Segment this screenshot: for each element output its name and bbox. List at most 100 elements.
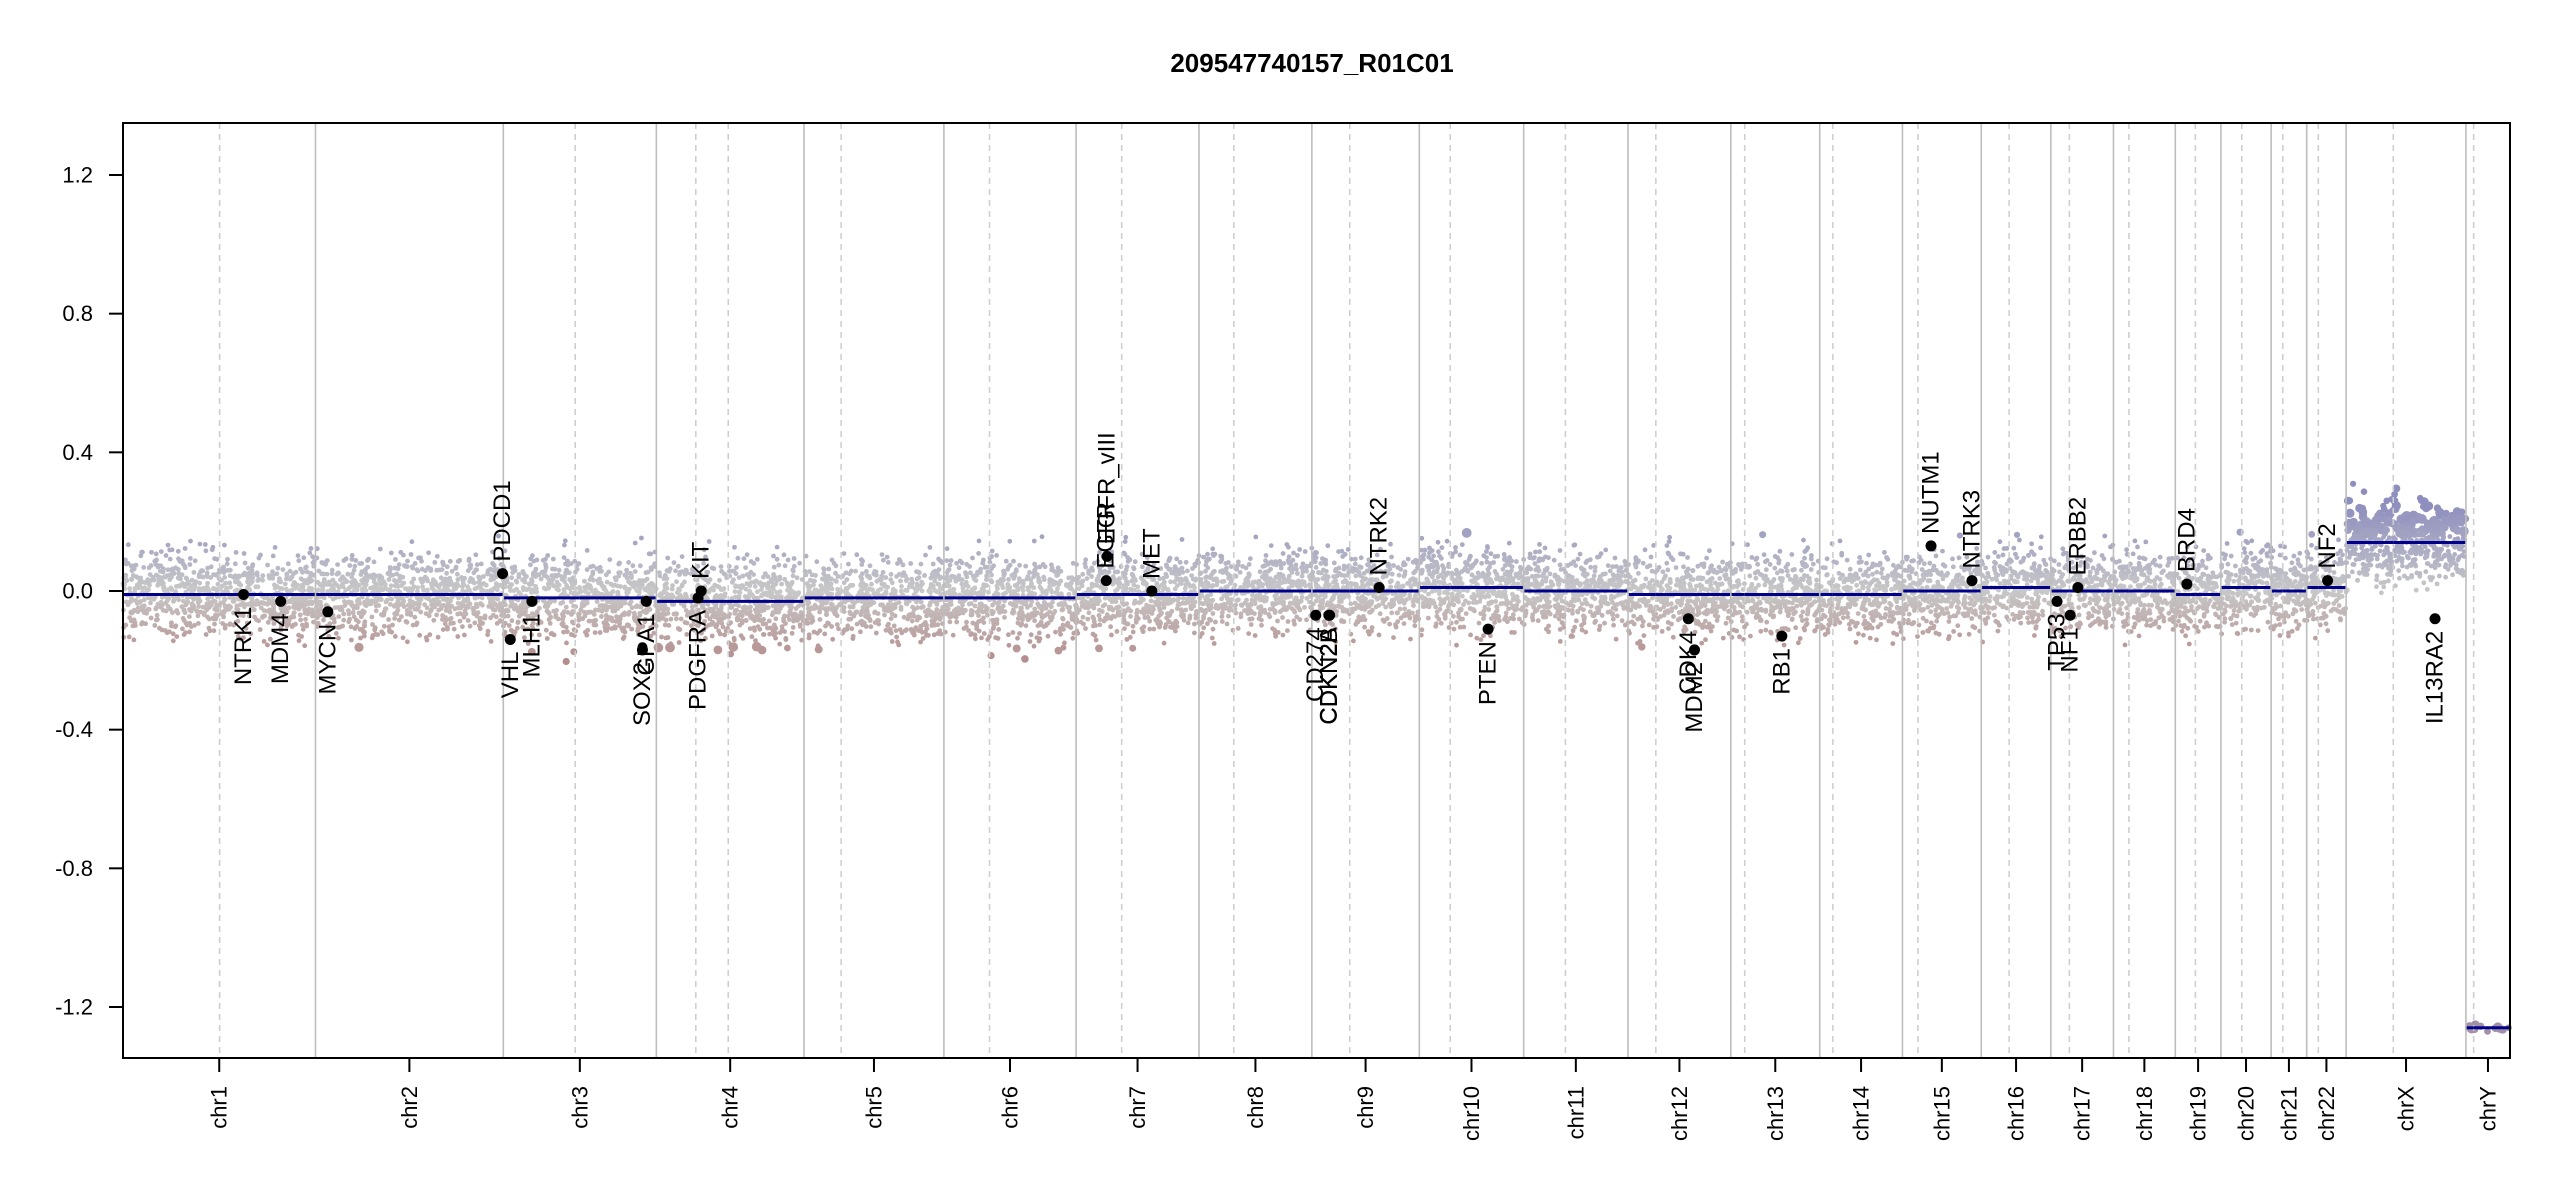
probe-point: [271, 621, 277, 626]
probe-point: [301, 578, 307, 583]
probe-point: [1124, 608, 1129, 613]
probe-point: [307, 607, 312, 613]
probe-point: [560, 623, 566, 629]
probe-point: [473, 567, 479, 573]
probe-point: [265, 601, 271, 606]
probe-point: [207, 628, 213, 634]
probe-point: [225, 567, 231, 573]
probe-point: [424, 588, 430, 594]
probe-point: [1129, 644, 1137, 652]
probe-point: [1027, 639, 1033, 644]
probe-point: [209, 547, 215, 553]
probe-point: [286, 605, 292, 611]
probe-point: [284, 573, 290, 578]
probe-point: [401, 552, 406, 558]
probe-point: [1025, 587, 1031, 593]
probe-point: [233, 550, 239, 555]
probe-point: [387, 570, 392, 575]
probe-point: [1066, 575, 1072, 581]
probe-point: [496, 605, 502, 611]
probe-point: [236, 581, 242, 587]
probe-point: [934, 571, 940, 576]
probe-point: [223, 580, 228, 586]
probe-point: [449, 568, 455, 574]
probe-point: [131, 607, 137, 613]
probe-point: [508, 603, 513, 609]
probe-point: [562, 657, 570, 666]
probe-point: [676, 640, 682, 645]
probe-point: [326, 579, 331, 585]
probe-point: [296, 638, 302, 644]
probe-point: [1013, 567, 1019, 573]
probe-point: [197, 580, 203, 586]
probe-point: [1039, 534, 1045, 540]
probe-point: [1025, 612, 1031, 618]
probe-point: [1145, 610, 1151, 615]
probe-point: [308, 595, 313, 600]
probe-point: [178, 582, 184, 588]
probe-point: [774, 544, 780, 550]
probe-point: [440, 627, 446, 632]
probe-point: [412, 561, 418, 566]
probe-point: [544, 600, 550, 606]
probe-point: [1091, 623, 1096, 629]
probe-point: [509, 575, 514, 581]
probe-point: [298, 617, 303, 623]
probe-point: [440, 559, 445, 565]
probe-point: [167, 556, 173, 562]
probe-point: [1183, 576, 1189, 581]
probe-point: [410, 599, 415, 605]
probe-point: [414, 606, 420, 612]
probe-point: [353, 558, 359, 563]
probe-point: [169, 547, 175, 553]
probe-point: [123, 572, 129, 578]
probe-point: [582, 578, 587, 584]
probe-point: [1021, 655, 1029, 663]
probe-point: [378, 574, 383, 579]
probe-point: [1015, 620, 1021, 626]
probe-point: [930, 561, 936, 567]
probe-point: [671, 560, 677, 565]
probe-point: [291, 580, 297, 585]
probe-point: [444, 564, 450, 570]
probe-point: [1172, 565, 1178, 571]
probe-point: [392, 588, 398, 594]
probe-point: [1274, 592, 1279, 597]
probe-point: [883, 575, 889, 580]
probe-point: [476, 574, 482, 580]
probe-point: [879, 552, 885, 557]
probe-point: [747, 626, 753, 631]
probe-point: [824, 609, 829, 614]
probe-point: [836, 626, 841, 632]
probe-point: [736, 603, 742, 609]
probe-point: [1077, 595, 1083, 601]
probe-point: [569, 612, 574, 617]
probe-point: [272, 545, 278, 550]
probe-point: [797, 622, 803, 628]
probe-point: [968, 608, 974, 613]
probe-point: [1130, 623, 1136, 629]
probe-point: [286, 615, 291, 621]
probe-point: [139, 620, 145, 625]
probe-point: [761, 632, 767, 637]
probe-point: [488, 573, 494, 579]
probe-point: [477, 626, 483, 632]
probe-point: [304, 623, 309, 629]
probe-point: [177, 573, 183, 578]
probe-point: [1194, 609, 1199, 614]
probe-point: [613, 619, 619, 624]
probe-point: [1389, 610, 1395, 616]
probe-point: [1017, 631, 1022, 636]
probe-point: [781, 618, 787, 624]
probe-point: [203, 632, 209, 637]
probe-point: [891, 623, 897, 629]
probe-point: [401, 604, 407, 609]
probe-point: [138, 553, 144, 559]
probe-point: [679, 554, 685, 559]
probe-point: [476, 580, 481, 585]
probe-point: [720, 624, 726, 630]
probe-point: [849, 626, 855, 632]
probe-point: [1210, 583, 1216, 588]
probe-point: [355, 643, 361, 649]
probe-point: [142, 597, 147, 603]
